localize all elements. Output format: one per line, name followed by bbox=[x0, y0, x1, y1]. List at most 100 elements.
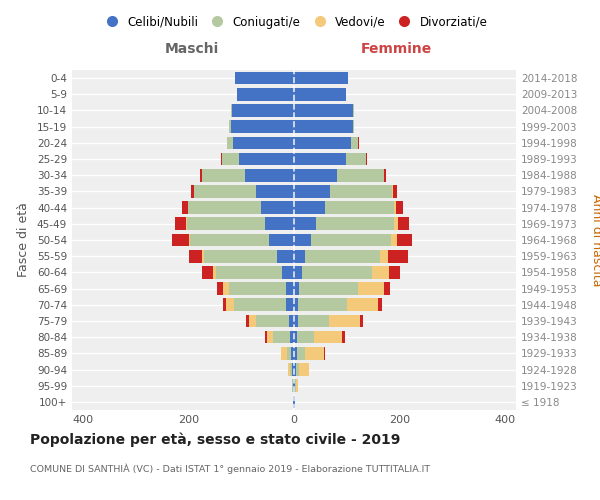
Text: COMUNE DI SANTHIÀ (VC) - Dati ISTAT 1° gennaio 2019 - Elaborazione TUTTITALIA.IT: COMUNE DI SANTHIÀ (VC) - Dati ISTAT 1° g… bbox=[30, 464, 430, 474]
Bar bbox=[294, 347, 296, 360]
Bar bbox=[281, 347, 287, 360]
Bar bbox=[265, 218, 294, 230]
Bar bbox=[191, 185, 194, 198]
Bar bbox=[247, 314, 248, 328]
Bar bbox=[329, 314, 359, 328]
Bar bbox=[351, 136, 358, 149]
Y-axis label: Anni di nascita: Anni di nascita bbox=[590, 194, 600, 286]
Bar bbox=[187, 218, 265, 230]
Bar bbox=[290, 331, 294, 344]
Bar bbox=[299, 282, 358, 295]
Bar bbox=[273, 331, 290, 344]
Bar bbox=[294, 282, 299, 295]
Bar bbox=[283, 266, 294, 278]
Bar bbox=[290, 363, 292, 376]
Bar bbox=[226, 298, 234, 311]
Bar bbox=[377, 298, 382, 311]
Bar bbox=[294, 298, 298, 311]
Bar bbox=[287, 363, 290, 376]
Bar bbox=[372, 266, 389, 278]
Bar bbox=[229, 120, 230, 133]
Bar bbox=[294, 250, 305, 262]
Bar bbox=[293, 380, 294, 392]
Bar bbox=[298, 314, 329, 328]
Bar bbox=[266, 331, 273, 344]
Bar bbox=[294, 380, 295, 392]
Bar bbox=[294, 136, 351, 149]
Bar bbox=[229, 282, 286, 295]
Bar bbox=[286, 282, 294, 295]
Y-axis label: Fasce di età: Fasce di età bbox=[17, 202, 30, 278]
Bar bbox=[389, 266, 400, 278]
Bar bbox=[294, 234, 311, 246]
Bar bbox=[325, 202, 394, 214]
Bar bbox=[239, 152, 294, 166]
Bar bbox=[221, 152, 239, 166]
Bar bbox=[294, 120, 353, 133]
Bar bbox=[388, 250, 408, 262]
Bar bbox=[256, 185, 294, 198]
Bar bbox=[353, 120, 354, 133]
Bar bbox=[213, 266, 217, 278]
Bar bbox=[277, 250, 294, 262]
Bar bbox=[391, 234, 397, 246]
Bar bbox=[380, 250, 388, 262]
Bar bbox=[217, 282, 223, 295]
Bar bbox=[237, 88, 294, 101]
Bar bbox=[299, 363, 309, 376]
Bar bbox=[323, 347, 325, 360]
Bar bbox=[294, 72, 348, 85]
Bar bbox=[366, 152, 367, 166]
Bar bbox=[294, 331, 297, 344]
Bar bbox=[398, 218, 409, 230]
Bar bbox=[230, 120, 294, 133]
Bar bbox=[256, 314, 289, 328]
Bar bbox=[295, 380, 296, 392]
Bar bbox=[188, 202, 261, 214]
Bar bbox=[245, 169, 294, 181]
Bar bbox=[233, 136, 294, 149]
Bar bbox=[294, 88, 346, 101]
Bar bbox=[337, 169, 384, 181]
Bar bbox=[204, 250, 277, 262]
Bar bbox=[346, 152, 366, 166]
Bar bbox=[227, 136, 233, 149]
Bar bbox=[265, 331, 266, 344]
Bar bbox=[182, 202, 188, 214]
Bar bbox=[330, 185, 392, 198]
Bar bbox=[311, 234, 391, 246]
Bar bbox=[316, 218, 394, 230]
Bar bbox=[223, 298, 226, 311]
Bar bbox=[294, 266, 302, 278]
Bar bbox=[269, 234, 294, 246]
Bar bbox=[296, 363, 299, 376]
Bar bbox=[294, 152, 346, 166]
Bar bbox=[296, 380, 298, 392]
Bar bbox=[297, 331, 314, 344]
Bar bbox=[248, 314, 256, 328]
Bar bbox=[358, 282, 384, 295]
Bar bbox=[394, 202, 396, 214]
Bar bbox=[190, 250, 202, 262]
Bar bbox=[217, 266, 283, 278]
Text: Maschi: Maschi bbox=[165, 42, 219, 56]
Bar bbox=[200, 169, 202, 181]
Bar bbox=[314, 331, 341, 344]
Bar bbox=[347, 298, 377, 311]
Bar bbox=[190, 234, 269, 246]
Bar bbox=[175, 218, 186, 230]
Bar bbox=[294, 363, 296, 376]
Bar bbox=[172, 234, 190, 246]
Text: Femmine: Femmine bbox=[361, 42, 432, 56]
Bar bbox=[194, 185, 256, 198]
Bar bbox=[294, 218, 316, 230]
Bar bbox=[202, 169, 245, 181]
Bar bbox=[286, 298, 294, 311]
Bar bbox=[232, 104, 294, 117]
Bar bbox=[397, 234, 412, 246]
Bar bbox=[385, 169, 386, 181]
Bar bbox=[296, 347, 305, 360]
Bar bbox=[384, 282, 389, 295]
Bar bbox=[223, 282, 229, 295]
Bar bbox=[305, 250, 380, 262]
